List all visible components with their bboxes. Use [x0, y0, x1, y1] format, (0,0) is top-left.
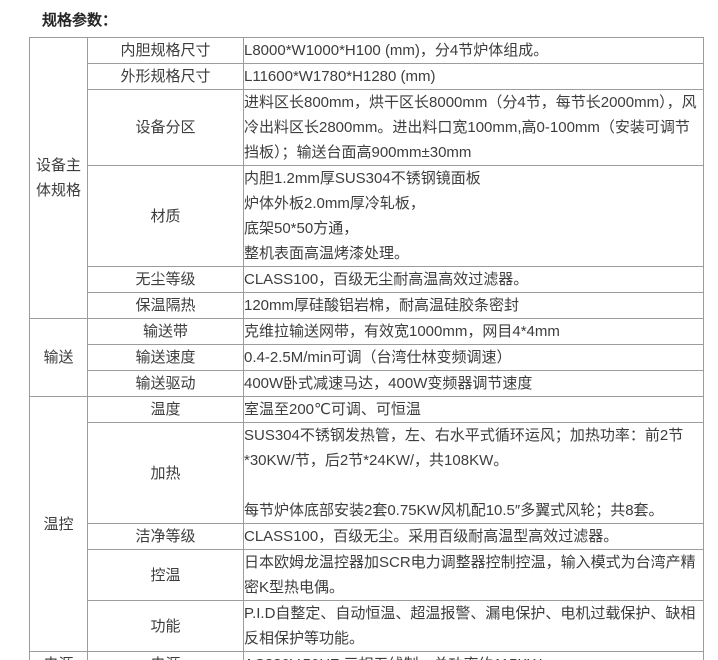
spec-table: 设备主体规格 内胆规格尺寸 L8000*W1000*H100 (mm)，分4节炉… [29, 37, 704, 660]
param-value-cell: 内胆1.2mm厚SUS304不锈钢镜面板 炉体外板2.0mm厚冷轧板， 底架50… [243, 165, 704, 267]
category-cell-power: 电源 [29, 651, 88, 660]
table-row: 输送 输送带 克维拉输送网带，有效宽1000mm，网目4*4mm [29, 318, 704, 397]
param-value-cell: 0.4-2.5M/min可调（台湾仕林变频调速） [243, 344, 704, 371]
param-value-cell: 日本欧姆龙温控器加SCR电力调整器控制控温，输入模式为台湾产精密K型热电偶。 [243, 549, 704, 601]
table-row: 无尘等级 CLASS100，百级无尘耐高温高效过滤器。 [30, 266, 704, 293]
category-cell-temp-control: 温控 [29, 396, 88, 652]
param-name-cell: 输送速度 [87, 344, 244, 371]
param-name-cell: 功能 [87, 600, 244, 652]
param-value-cell: 120mm厚硅酸铝岩棉，耐高温硅胶条密封 [243, 292, 704, 319]
param-name-cell: 控温 [87, 549, 244, 601]
param-name-cell: 加热 [87, 422, 244, 524]
param-name-cell: 输送驱动 [87, 370, 244, 397]
param-name-cell: 保温隔热 [87, 292, 244, 319]
table-row: 控温 日本欧姆龙温控器加SCR电力调整器控制控温，输入模式为台湾产精密K型热电偶… [30, 549, 704, 601]
table-row: 加热 SUS304不锈钢发热管，左、右水平式循环运风；加热功率：前2节*30KW… [30, 422, 704, 524]
category-cell-main-body: 设备主体规格 [29, 37, 88, 319]
table-row: 设备主体规格 内胆规格尺寸 L8000*W1000*H100 (mm)，分4节炉… [29, 37, 704, 319]
param-value-cell: 进料区长800mm，烘干区长8000mm（分4节，每节长2000mm），风冷出料… [243, 89, 704, 166]
param-name-cell: 内胆规格尺寸 [87, 37, 244, 64]
page-title: 规格参数： [42, 12, 118, 29]
param-value-cell: CLASS100，百级无尘耐高温高效过滤器。 [243, 266, 704, 293]
param-name-cell: 设备分区 [87, 89, 244, 166]
param-name-cell: 材质 [87, 165, 244, 267]
param-name-cell: 洁净等级 [87, 523, 244, 550]
param-name-cell: 外形规格尺寸 [87, 63, 244, 90]
param-name-cell: 电源 [87, 651, 244, 660]
param-name-cell: 输送带 [87, 318, 244, 345]
table-row: 功能 P.I.D自整定、自动恒温、超温报警、漏电保护、电机过载保护、缺相反相保护… [30, 600, 704, 652]
param-name-cell: 温度 [87, 396, 244, 423]
table-row: 材质 内胆1.2mm厚SUS304不锈钢镜面板 炉体外板2.0mm厚冷轧板， 底… [30, 165, 704, 267]
table-row: 设备分区 进料区长800mm，烘干区长8000mm（分4节，每节长2000mm）… [30, 89, 704, 166]
table-row: 保温隔热 120mm厚硅酸铝岩棉，耐高温硅胶条密封 [30, 292, 704, 319]
table-row: 洁净等级 CLASS100，百级无尘。采用百级耐高温型高效过滤器。 [30, 523, 704, 550]
param-value-cell: L11600*W1780*H1280 (mm) [243, 63, 704, 90]
table-row: 温控 温度 室温至200℃可调、可恒温 [29, 396, 704, 652]
param-value-cell: P.I.D自整定、自动恒温、超温报警、漏电保护、电机过载保护、缺相反相保护等功能… [243, 600, 704, 652]
table-row: 外形规格尺寸 L11600*W1780*H1280 (mm) [30, 63, 704, 90]
param-value-cell: AC380V,50HZ,三相五线制。总功率约115KW [243, 651, 704, 660]
param-value-cell: 400W卧式减速马达，400W变频器调节速度 [243, 370, 704, 397]
param-name-cell: 无尘等级 [87, 266, 244, 293]
param-value-cell: CLASS100，百级无尘。采用百级耐高温型高效过滤器。 [243, 523, 704, 550]
table-row: 电源 电源 AC380V,50HZ,三相五线制。总功率约115KW [29, 651, 704, 660]
table-row: 输送驱动 400W卧式减速马达，400W变频器调节速度 [30, 370, 704, 397]
table-row: 输送速度 0.4-2.5M/min可调（台湾仕林变频调速） [30, 344, 704, 371]
param-value-cell: L8000*W1000*H100 (mm)，分4节炉体组成。 [243, 37, 704, 64]
category-cell-conveyor: 输送 [29, 318, 88, 397]
param-value-cell: 室温至200℃可调、可恒温 [243, 396, 704, 423]
param-value-cell: SUS304不锈钢发热管，左、右水平式循环运风；加热功率：前2节*30KW/节，… [243, 422, 704, 524]
param-value-cell: 克维拉输送网带，有效宽1000mm，网目4*4mm [243, 318, 704, 345]
